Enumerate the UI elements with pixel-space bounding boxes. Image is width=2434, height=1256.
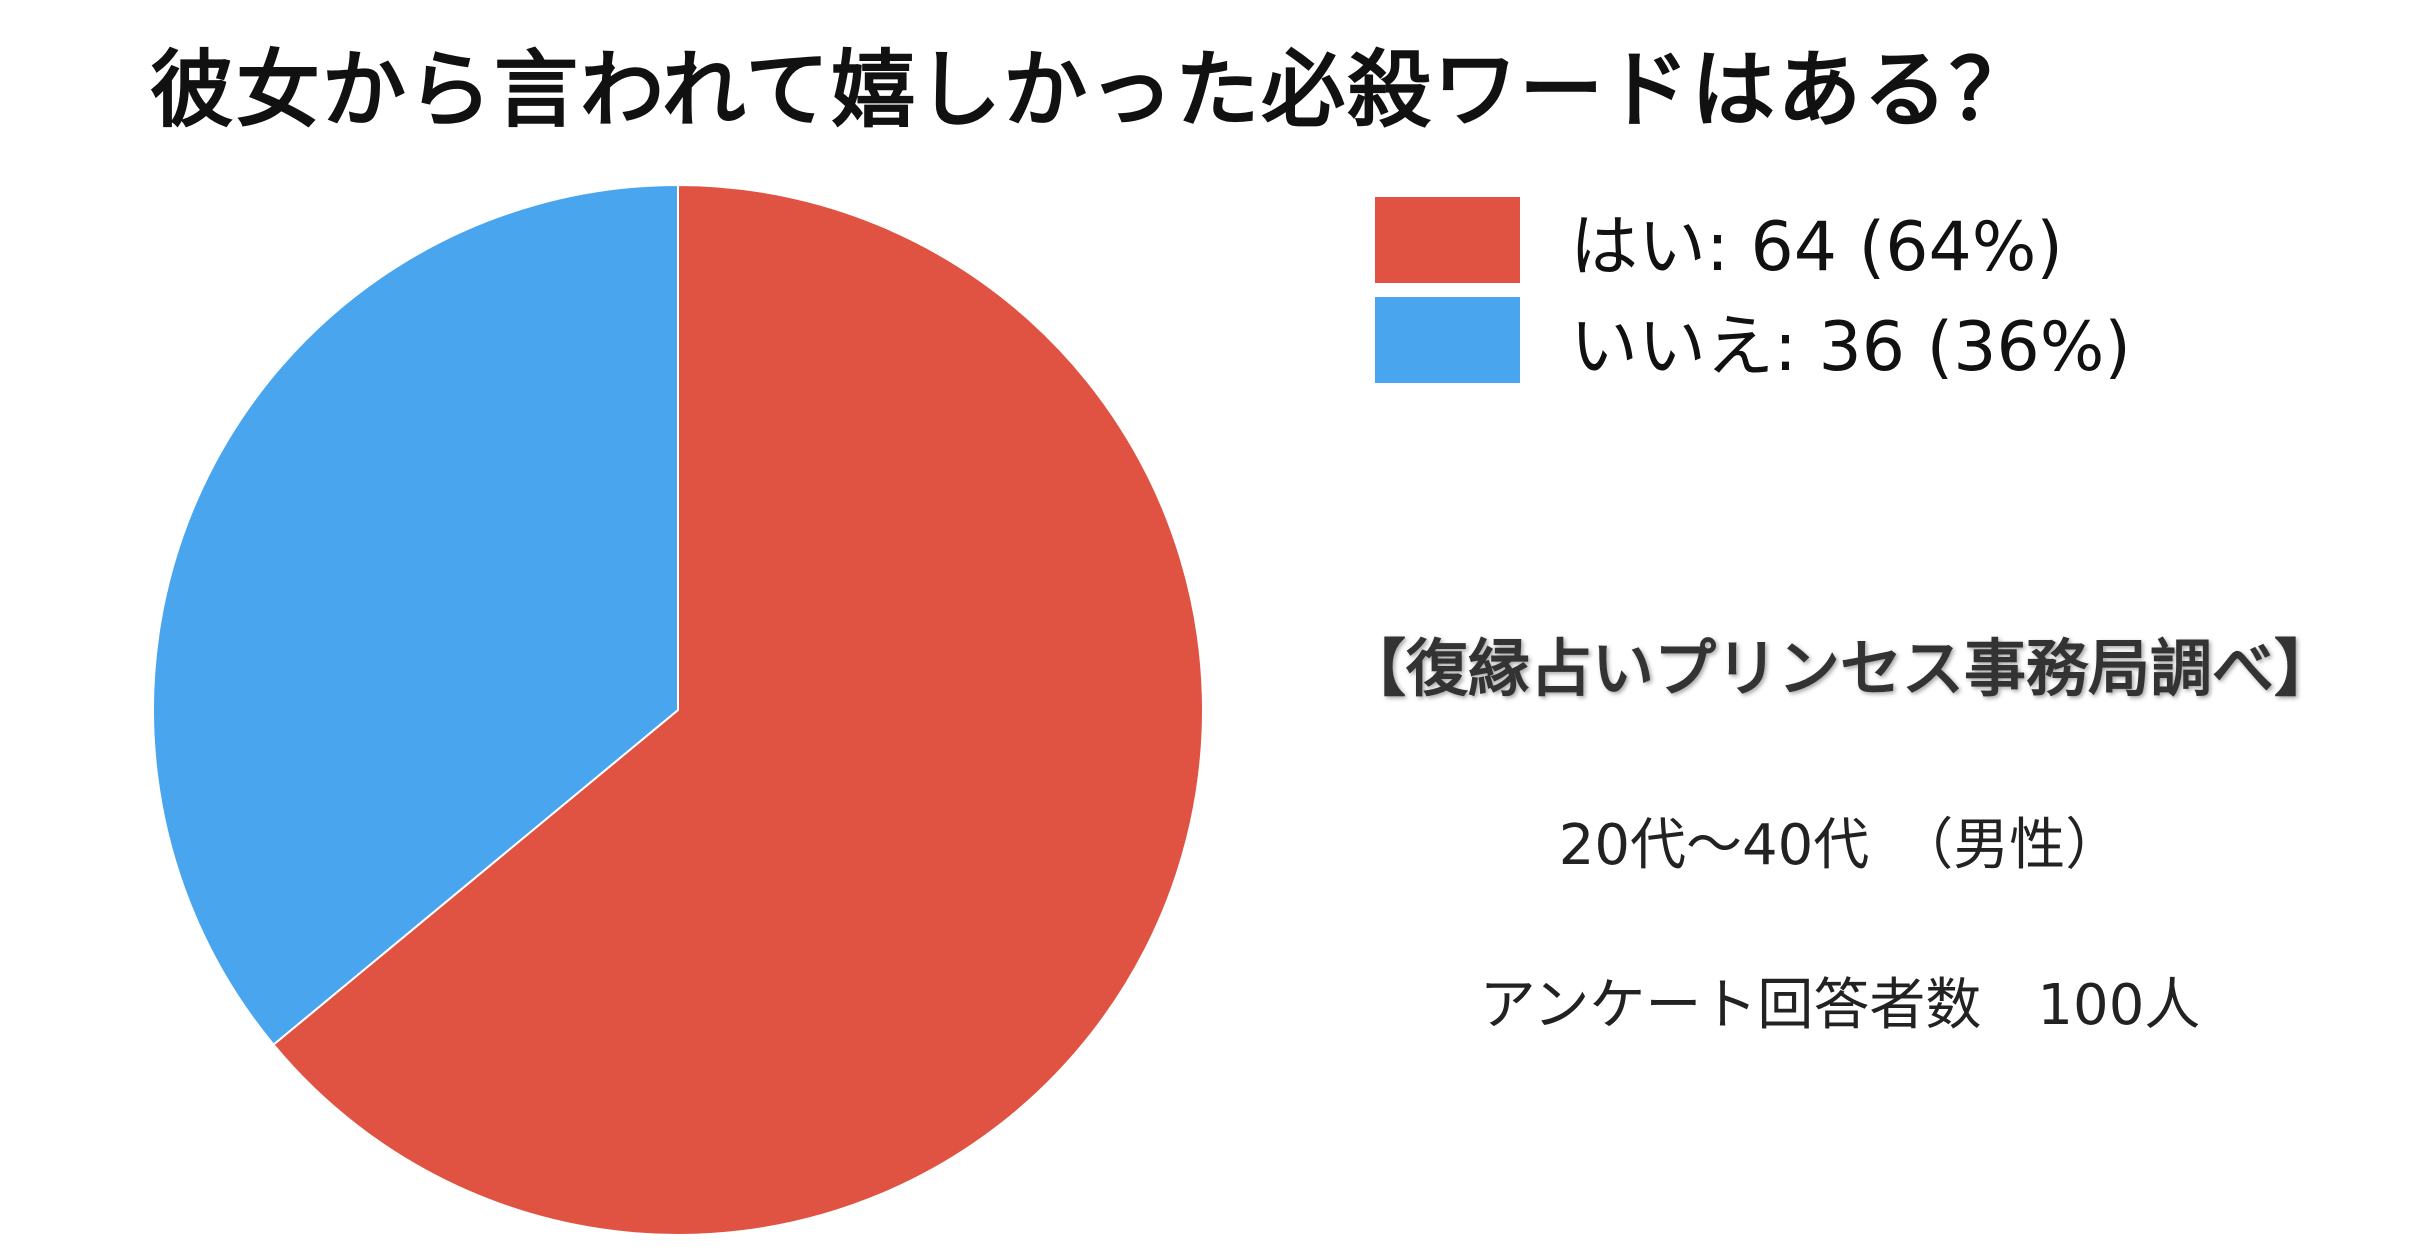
legend: はい: 64 (64%) いいえ: 36 (36%) [1375, 190, 2131, 390]
respondent-count: アンケート回答者数 100人 [1479, 973, 2201, 1038]
age-range: 20代〜40代 （男性） [1558, 813, 2122, 878]
legend-swatch-yes [1375, 197, 1520, 283]
pie-slice-no [152, 183, 679, 1047]
pie-chart-svg [152, 183, 1204, 1236]
legend-item-no: いいえ: 36 (36%) [1375, 290, 2131, 390]
legend-swatch-no [1375, 297, 1520, 383]
legend-label-yes: はい: 64 (64%) [1570, 207, 2063, 287]
pie-slice-yes [272, 183, 1204, 1236]
legend-label-no: いいえ: 36 (36%) [1570, 307, 2131, 387]
survey-source: 【復縁占いプリンセス事務局調べ】 [1343, 632, 2336, 705]
legend-item-yes: はい: 64 (64%) [1375, 190, 2131, 290]
chart-title: 彼女から言われて嬉しかった必殺ワードはある？ [150, 41, 2036, 139]
pie-chart [152, 183, 1204, 1236]
